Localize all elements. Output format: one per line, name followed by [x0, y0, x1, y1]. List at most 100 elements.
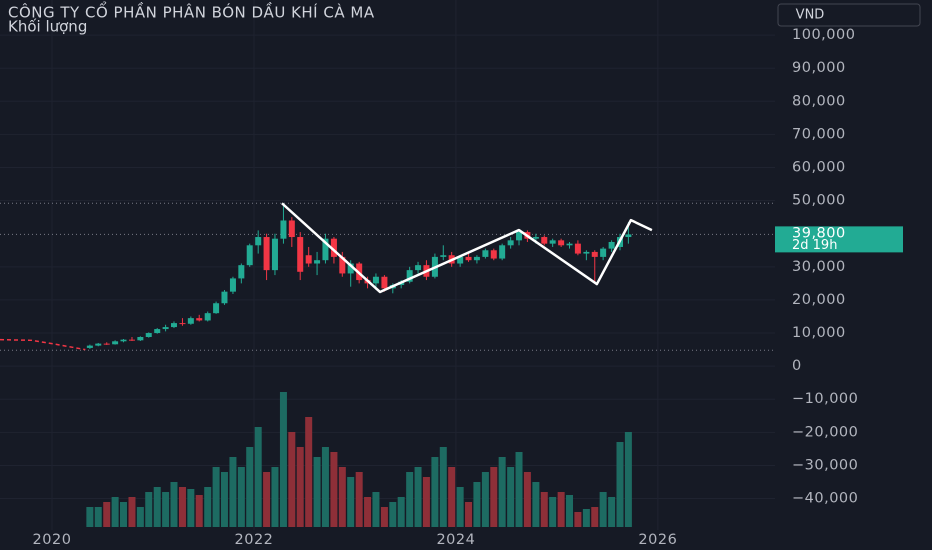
- volume-bar: [574, 512, 582, 527]
- volume-bar: [549, 497, 557, 527]
- candle-body: [162, 327, 169, 330]
- candle-body: [473, 256, 480, 261]
- candle-body: [372, 276, 379, 284]
- candle-body: [507, 240, 514, 246]
- volume-bar: [305, 417, 313, 527]
- y-tick-label: 30,000: [792, 259, 846, 275]
- y-tick-label: 60,000: [792, 160, 846, 176]
- candle-body: [137, 337, 144, 341]
- currency-label: VND: [796, 8, 825, 23]
- volume-bar: [187, 489, 195, 527]
- x-tick-label: 2024: [436, 532, 475, 548]
- volume-bar: [532, 482, 540, 527]
- pre-listing-line: [0, 338, 86, 351]
- volume-bar: [566, 495, 574, 527]
- y-tick-label: 20,000: [792, 292, 846, 308]
- candle-body: [120, 339, 127, 342]
- volume-bar: [237, 467, 245, 527]
- x-tick-label: 2020: [33, 532, 72, 548]
- candle-body: [591, 251, 598, 257]
- candle-body: [600, 248, 607, 257]
- candle-body: [583, 251, 590, 254]
- volume-bar: [473, 482, 481, 527]
- volume-bar: [490, 467, 498, 527]
- volume-bar: [481, 472, 489, 527]
- candle-body: [154, 329, 161, 334]
- chart-title: CÔNG TY CỔ PHẦN PHÂN BÓN DẦU KHÍ CÀ MA: [8, 1, 375, 22]
- volume-bar: [229, 457, 237, 527]
- y-tick-label: 80,000: [792, 93, 846, 109]
- volume-bar: [86, 507, 94, 527]
- candle-body: [532, 237, 539, 239]
- volume-bar: [313, 457, 321, 527]
- volume-bar: [103, 502, 111, 527]
- volume-bar: [591, 507, 599, 527]
- candle-body: [86, 345, 93, 348]
- volume-label: Khối lượng: [8, 18, 87, 36]
- volume-bar: [380, 507, 388, 527]
- candle-body: [608, 241, 615, 249]
- candle-body: [322, 238, 329, 261]
- candle-body: [112, 341, 119, 345]
- volume-bar: [254, 427, 262, 527]
- candle-body: [213, 303, 220, 314]
- candle-body: [103, 343, 110, 345]
- volume-bar: [439, 447, 447, 527]
- volume-bar: [212, 467, 220, 527]
- volume-bar: [195, 495, 203, 527]
- candle-body: [95, 343, 102, 346]
- volume-bar: [397, 497, 405, 527]
- volume-bar: [170, 482, 178, 527]
- volume-bar: [355, 472, 363, 527]
- volume-bar: [271, 467, 279, 527]
- volume-bar: [153, 487, 161, 527]
- volume-bar: [540, 492, 548, 527]
- x-tick-label: 2022: [235, 532, 274, 548]
- candle-body: [566, 243, 573, 246]
- candle-body: [314, 260, 321, 264]
- volume-bar: [582, 509, 590, 527]
- countdown-label: 2d 19h: [792, 238, 837, 253]
- volume-bar: [263, 472, 271, 527]
- volume-bar: [204, 487, 212, 527]
- candle-body: [574, 243, 581, 254]
- volume-bar: [456, 487, 464, 527]
- volume-bar: [624, 432, 632, 527]
- currency-button[interactable]: [777, 3, 921, 27]
- volume-bar: [111, 497, 119, 527]
- volume-bar: [448, 467, 456, 527]
- volume-bar: [296, 447, 304, 527]
- volume-bar: [162, 492, 170, 527]
- volume-bar: [178, 487, 186, 527]
- candle-body: [196, 318, 203, 321]
- volume-bar: [523, 472, 531, 527]
- candle-body: [490, 250, 497, 259]
- candle-body: [238, 265, 245, 279]
- candle-body: [482, 250, 489, 257]
- candle-body: [179, 323, 186, 325]
- candle-body: [271, 238, 278, 271]
- candle-body: [457, 256, 464, 264]
- volume-bar: [616, 442, 624, 527]
- y-tick-label: −30,000: [792, 457, 858, 473]
- candle-body: [263, 237, 270, 271]
- volume-bar: [347, 477, 355, 527]
- volume-bar: [498, 457, 506, 527]
- volume-bar: [330, 452, 338, 527]
- y-tick-label: 50,000: [792, 193, 846, 209]
- x-tick-label: 2026: [638, 532, 677, 548]
- candle-body: [170, 323, 177, 328]
- y-tick-label: 100,000: [792, 27, 855, 43]
- candle-body: [204, 313, 211, 321]
- candle-body: [558, 240, 565, 246]
- candle-body: [381, 276, 388, 289]
- volume-bar: [119, 502, 127, 527]
- y-tick-label: 10,000: [792, 325, 846, 341]
- candle-body: [305, 255, 312, 264]
- volume-bar: [507, 467, 515, 527]
- volume-bar: [279, 392, 287, 527]
- candle-body: [221, 291, 228, 304]
